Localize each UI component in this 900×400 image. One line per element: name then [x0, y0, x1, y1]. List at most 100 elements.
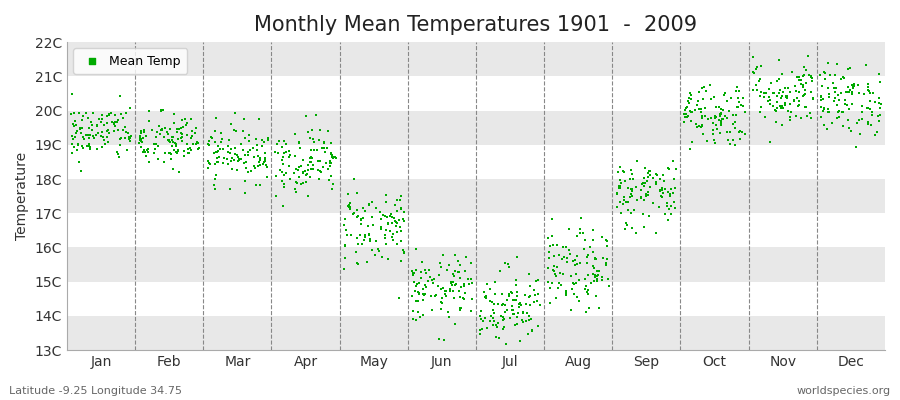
Point	[86, 133, 101, 139]
Point	[242, 132, 256, 138]
Legend: Mean Temp: Mean Temp	[73, 48, 187, 74]
Point	[794, 77, 808, 83]
Point	[369, 204, 383, 211]
Point	[677, 111, 691, 118]
Point	[78, 132, 93, 138]
Point	[112, 93, 127, 100]
Point	[531, 291, 545, 298]
Point	[441, 309, 455, 316]
Point	[253, 182, 267, 188]
Point	[72, 110, 86, 116]
Point	[707, 136, 722, 143]
Point	[323, 160, 338, 166]
Point	[84, 119, 98, 126]
Point	[455, 295, 470, 301]
Point	[313, 158, 328, 164]
Point	[97, 141, 112, 147]
Point	[559, 244, 573, 250]
Point	[774, 105, 788, 111]
Point	[730, 104, 744, 110]
Point	[189, 140, 203, 147]
Point	[434, 264, 448, 270]
Point	[501, 264, 516, 270]
Point	[568, 262, 582, 268]
Point	[472, 330, 487, 337]
Point	[81, 132, 95, 138]
Point	[855, 103, 869, 109]
Point	[323, 160, 338, 166]
Point	[716, 92, 731, 99]
Point	[842, 87, 857, 93]
Point	[152, 122, 166, 129]
Point	[386, 236, 400, 243]
Point	[350, 261, 365, 267]
Point	[88, 131, 103, 138]
Point	[618, 178, 633, 184]
Point	[167, 111, 182, 118]
Point	[353, 231, 367, 238]
Point	[763, 80, 778, 86]
Point	[289, 179, 303, 185]
Point	[682, 108, 697, 114]
Point	[181, 150, 195, 156]
Point	[638, 165, 652, 172]
Point	[202, 160, 216, 166]
Point	[590, 268, 604, 274]
Point	[544, 233, 559, 239]
Point	[132, 140, 147, 146]
Point	[857, 91, 871, 97]
Point	[418, 290, 433, 297]
Point	[166, 119, 181, 126]
Point	[549, 295, 563, 301]
Point	[136, 149, 150, 156]
Point	[510, 293, 525, 300]
Point	[548, 273, 562, 279]
Point	[580, 286, 595, 293]
Point	[644, 172, 658, 178]
Point	[374, 216, 389, 222]
Point	[298, 168, 312, 174]
Point	[313, 168, 328, 174]
Point	[496, 314, 510, 320]
Point	[814, 83, 829, 90]
Point	[165, 134, 179, 140]
Point	[447, 251, 462, 258]
Point	[379, 199, 393, 205]
Point	[553, 252, 567, 258]
Point	[174, 130, 188, 136]
Point	[487, 301, 501, 307]
Point	[212, 154, 227, 160]
Point	[586, 249, 600, 256]
Point	[217, 155, 231, 161]
Point	[509, 282, 524, 288]
Point	[435, 294, 449, 301]
Point	[110, 149, 124, 156]
Point	[509, 314, 524, 320]
Point	[282, 148, 296, 154]
Point	[406, 308, 420, 314]
Point	[662, 189, 676, 195]
Point	[832, 108, 846, 114]
Point	[210, 148, 224, 155]
Point	[214, 136, 229, 142]
Point	[362, 231, 376, 238]
Point	[303, 155, 318, 162]
Point	[613, 185, 627, 191]
Point	[485, 298, 500, 305]
Point	[506, 296, 520, 303]
Point	[476, 317, 491, 324]
Point	[81, 143, 95, 150]
Point	[572, 226, 587, 232]
Point	[490, 324, 504, 330]
Point	[134, 136, 148, 142]
Point	[746, 87, 760, 93]
Point	[486, 307, 500, 313]
Point	[865, 112, 879, 118]
Point	[845, 89, 859, 95]
Point	[817, 106, 832, 112]
Point	[694, 106, 708, 112]
Point	[118, 124, 132, 130]
Point	[207, 139, 221, 146]
Point	[661, 200, 675, 206]
Point	[258, 156, 273, 162]
